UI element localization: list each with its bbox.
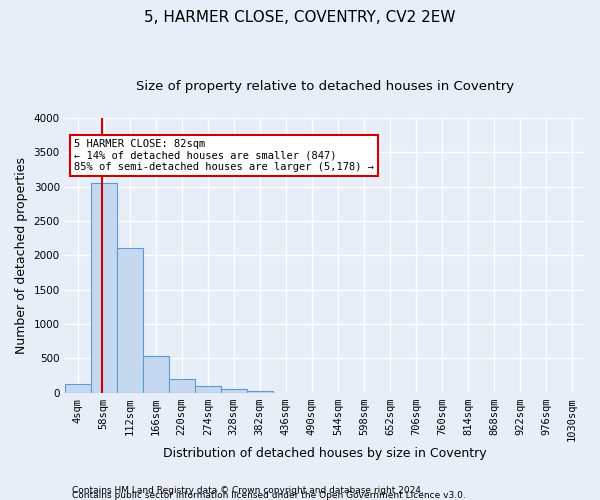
Text: Contains HM Land Registry data © Crown copyright and database right 2024.: Contains HM Land Registry data © Crown c… [72,486,424,495]
Bar [65,384,91,393]
Bar [91,183,116,393]
Bar [195,386,221,393]
Y-axis label: Number of detached properties: Number of detached properties [15,157,28,354]
Text: 5, HARMER CLOSE, COVENTRY, CV2 2EW: 5, HARMER CLOSE, COVENTRY, CV2 2EW [144,10,456,25]
Bar [221,390,247,393]
Text: 5 HARMER CLOSE: 82sqm
← 14% of detached houses are smaller (847)
85% of semi-det: 5 HARMER CLOSE: 82sqm ← 14% of detached … [74,139,374,172]
Title: Size of property relative to detached houses in Coventry: Size of property relative to detached ho… [136,80,514,93]
Text: Contains public sector information licensed under the Open Government Licence v3: Contains public sector information licen… [72,491,466,500]
Bar [117,248,143,393]
Bar [143,356,169,393]
Bar [247,391,272,393]
Bar [169,379,194,393]
X-axis label: Distribution of detached houses by size in Coventry: Distribution of detached houses by size … [163,447,487,460]
